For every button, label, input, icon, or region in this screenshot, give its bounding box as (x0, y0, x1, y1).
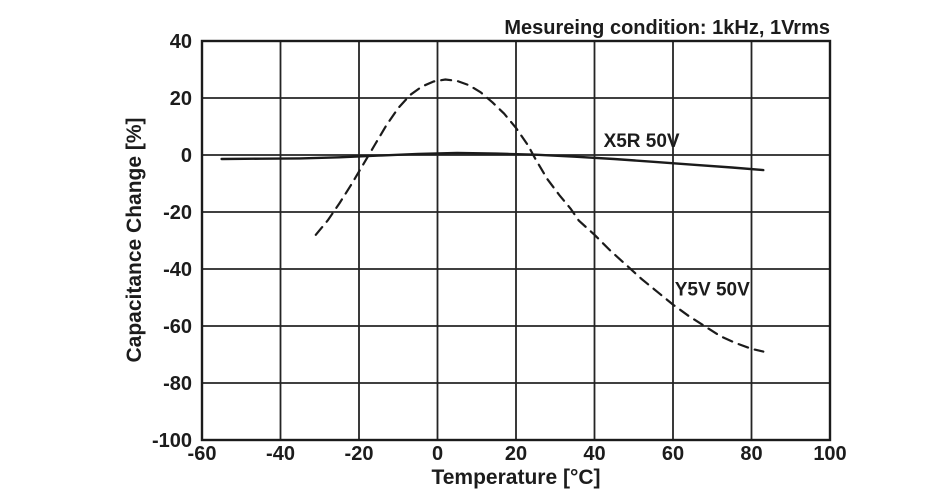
y-axis-label: Capacitance Change [%] (123, 117, 146, 362)
y-tick-label: -100 (152, 430, 192, 452)
x-tick-label: 0 (432, 443, 443, 465)
y-tick-label: -40 (163, 259, 192, 281)
y-tick-label: -20 (163, 202, 192, 224)
x-tick-label: 40 (583, 443, 605, 465)
x-tick-label: -20 (345, 443, 374, 465)
x-tick-label: 100 (813, 443, 846, 465)
x-axis-label: Temperature [°C] (431, 466, 600, 489)
y-tick-label: -80 (163, 373, 192, 395)
plot-border (200, 39, 832, 442)
y-tick-label: 20 (170, 88, 192, 110)
series-line-y5v-50v (314, 78, 765, 353)
y-tick-label: -60 (163, 316, 192, 338)
series-label-x5r: X5R 50V (604, 131, 680, 152)
series-layer (220, 78, 765, 353)
y-tick-label: 40 (170, 31, 192, 53)
x-tick-label: 80 (740, 443, 762, 465)
tick-label-layer: -60 -40 -20 0 20 40 60 80 100 40 20 0 -20 -40 -60 -80 -1… (152, 31, 847, 465)
x-tick-label: -60 (188, 443, 217, 465)
grid-layer (200, 39, 832, 442)
x-tick-label: 20 (505, 443, 527, 465)
chart-title: Mesureing condition: 1kHz, 1Vrms (504, 17, 830, 39)
x-tick-label: -40 (266, 443, 295, 465)
x-tick-label: 60 (662, 443, 684, 465)
y-tick-label: 0 (181, 145, 192, 167)
series-line-x5r-50v (220, 151, 765, 172)
series-label-y5v: Y5V 50V (675, 279, 750, 300)
